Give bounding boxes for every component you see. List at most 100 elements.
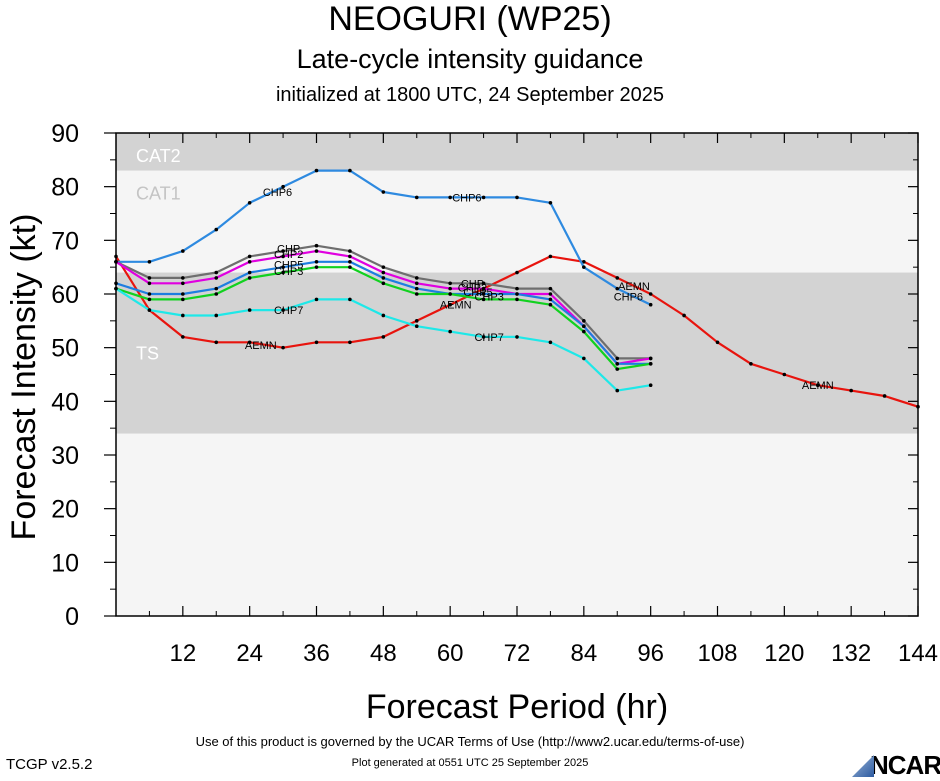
data-point: [247, 308, 252, 312]
data-point: [381, 313, 386, 318]
data-point: [181, 281, 185, 286]
data-point: [414, 292, 419, 296]
data-point: [582, 265, 586, 269]
data-point: [481, 297, 486, 302]
data-point: [247, 340, 252, 345]
data-point: [381, 190, 386, 194]
data-point: [448, 286, 452, 291]
data-point: [414, 276, 419, 280]
data-point: [548, 302, 553, 307]
series-chp: CHP CHP: [114, 243, 653, 361]
data-point: [381, 276, 386, 280]
x-tick-label: 96: [637, 640, 664, 667]
data-point: [481, 292, 486, 296]
data-point: [214, 276, 219, 280]
data-point: [281, 184, 285, 189]
series-chp2: CHP2 CHP2: [114, 249, 653, 366]
x-tick-label: 72: [504, 640, 531, 667]
data-point: [815, 383, 820, 388]
x-tick-label: 24: [236, 640, 263, 667]
data-point: [481, 281, 486, 286]
data-point: [147, 297, 152, 302]
band-cat1: [116, 170, 918, 273]
band-label-cat2: CAT2: [136, 146, 181, 166]
series-label-chp3: CHP3: [274, 266, 303, 278]
series-label-chp6: CHP6: [614, 292, 643, 304]
chart-title: NEOGURI (WP25): [328, 0, 612, 38]
series-label-chp: CHP: [277, 243, 300, 255]
ncar-logo: NCAR: [852, 750, 940, 781]
series-label-chp6: CHP6: [263, 187, 292, 199]
data-point: [481, 195, 486, 200]
series-label-chp5: CHP5: [463, 287, 492, 299]
y-tick-label: 80: [51, 174, 79, 202]
data-point: [281, 249, 285, 253]
data-point: [515, 297, 519, 302]
data-point: [615, 356, 620, 361]
y-axis-label: Forecast Intensity (kt): [5, 214, 43, 541]
data-point: [314, 340, 319, 345]
data-point: [181, 335, 185, 339]
y-tick-label: 10: [51, 549, 79, 577]
data-point: [381, 335, 386, 339]
data-point: [314, 260, 319, 264]
data-point: [281, 270, 285, 275]
data-point: [314, 297, 319, 302]
data-point: [214, 270, 219, 275]
data-point: [448, 281, 452, 286]
data-point: [348, 340, 352, 345]
data-point: [615, 276, 620, 280]
data-point: [481, 286, 486, 291]
data-point: [348, 260, 352, 264]
data-point: [147, 308, 152, 312]
data-point: [615, 361, 620, 366]
data-point: [348, 168, 352, 173]
data-point: [214, 292, 219, 296]
data-point: [548, 254, 553, 259]
data-point: [548, 292, 553, 296]
data-point: [147, 276, 152, 280]
data-point: [314, 168, 319, 173]
data-point: [414, 281, 419, 286]
data-point: [181, 249, 185, 253]
data-point: [648, 292, 653, 296]
data-point: [648, 383, 653, 388]
data-point: [548, 340, 553, 345]
data-point: [181, 297, 185, 302]
x-axis-label: Forecast Period (hr): [366, 688, 668, 726]
data-point: [414, 286, 419, 291]
terms-of-use-notice: Use of this product is governed by the U…: [195, 734, 745, 749]
band-ts: [116, 272, 918, 434]
data-point: [648, 361, 653, 366]
band-label-cat1: CAT1: [136, 184, 181, 204]
initialization-time: initialized at 1800 UTC, 24 September 20…: [275, 84, 664, 106]
data-point: [314, 265, 319, 269]
data-point: [615, 286, 620, 291]
data-point: [548, 297, 553, 302]
series-label-chp7: CHP7: [274, 305, 303, 317]
version-label: TCGP v2.5.2: [6, 756, 93, 773]
data-point: [582, 329, 586, 334]
x-tick-label: 36: [303, 640, 330, 667]
x-tick-label: 84: [570, 640, 597, 667]
data-point: [548, 200, 553, 205]
data-point: [515, 270, 519, 275]
data-point: [214, 286, 219, 291]
ncar-logo-icon: [852, 755, 874, 777]
data-point: [147, 260, 152, 264]
data-point: [648, 302, 653, 307]
data-point: [448, 302, 452, 307]
data-point: [548, 286, 553, 291]
series-label-chp5: CHP5: [274, 259, 303, 271]
data-point: [414, 319, 419, 323]
data-point: [348, 249, 352, 253]
series-label-chp2: CHP2: [458, 283, 487, 295]
intensity-category-bands: TS CAT1 CAT2: [116, 133, 918, 616]
data-point: [615, 388, 620, 393]
data-point: [214, 227, 219, 232]
data-point: [181, 292, 185, 296]
data-point: [515, 292, 519, 296]
data-point: [414, 324, 419, 329]
data-point: [615, 367, 620, 371]
